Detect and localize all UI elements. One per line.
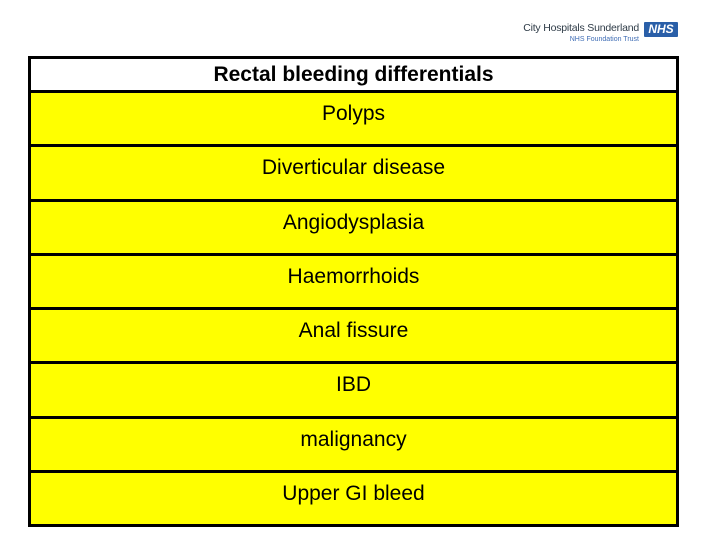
table-row: Diverticular disease xyxy=(31,144,676,199)
nhs-trust-logo: City Hospitals Sunderland NHS Foundation… xyxy=(523,22,678,44)
row-label: Anal fissure xyxy=(298,319,409,342)
trust-tagline: NHS Foundation Trust xyxy=(569,36,639,43)
table-row: IBD xyxy=(31,361,676,416)
row-label: Polyps xyxy=(321,102,386,125)
nhs-logo-icon: NHS xyxy=(644,22,678,37)
table-row: malignancy xyxy=(31,415,676,470)
row-label: Diverticular disease xyxy=(261,156,446,180)
row-label: IBD xyxy=(335,373,371,397)
row-label: malignancy xyxy=(300,427,407,451)
row-label: Angiodysplasia xyxy=(282,210,425,234)
table-row: Upper GI bleed xyxy=(31,469,676,524)
trust-name: City Hospitals Sunderland xyxy=(523,22,639,34)
row-label: Upper GI bleed xyxy=(282,481,425,505)
row-label: Haemorrhoids xyxy=(287,264,420,288)
trust-logo-text: City Hospitals Sunderland NHS Foundation… xyxy=(523,22,639,44)
rows-container: Polyps Diverticular disease Angiodysplasia… xyxy=(31,90,676,524)
table-title: Rectal bleeding differentials xyxy=(31,59,676,90)
table-row: Polyps xyxy=(31,90,676,145)
table-row: Angiodysplasia xyxy=(31,198,676,253)
table-row: Anal fissure xyxy=(31,307,676,362)
differentials-table: Rectal bleeding differentials Polyps Dive… xyxy=(28,56,679,527)
table-row: Haemorrhoids xyxy=(31,252,676,307)
